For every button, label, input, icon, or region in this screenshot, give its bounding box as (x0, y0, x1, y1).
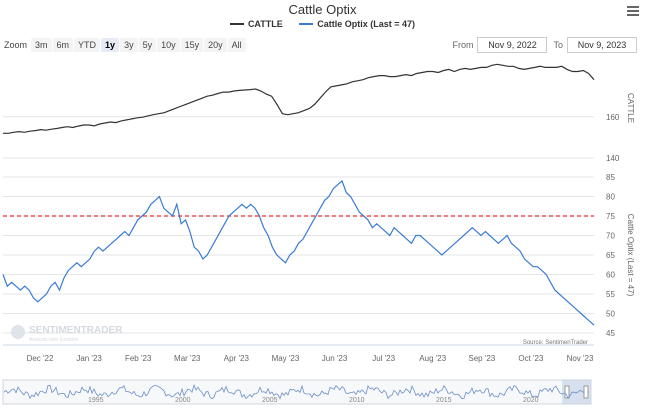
date-range: From Nov 9, 2022 To Nov 9, 2023 (452, 37, 637, 53)
cattle-optix-line (2, 179, 595, 326)
legend-swatch-optix (299, 23, 314, 25)
x-tick-label: Nov '23 (567, 354, 594, 363)
navigator-tick-label: 2015 (436, 397, 452, 404)
price-ytick-label: 140 (606, 154, 620, 163)
x-tick-label: Jul '23 (372, 354, 395, 363)
optix-ytick-label: 60 (606, 271, 615, 280)
legend-label-optix: Cattle Optix (Last = 47) (317, 19, 416, 29)
x-tick-label: Mar '23 (174, 354, 201, 363)
x-tick-label: Oct '23 (518, 354, 544, 363)
source-note: Source: SentimenTrader (523, 340, 588, 346)
watermark-tagline: Analysis over Emotion (29, 337, 79, 343)
x-tick-label: Sep '23 (468, 354, 495, 363)
zoom-15y-button[interactable]: 15y (180, 38, 204, 52)
legend-item-cattle[interactable]: CATTLE (229, 19, 283, 29)
legend: CATTLE Cattle Optix (Last = 47) (0, 17, 645, 29)
hamburger-menu-icon[interactable] (627, 4, 639, 18)
x-tick-label: Aug '23 (419, 354, 446, 363)
navigator-tick-label: 2005 (262, 397, 278, 404)
zoom-label: Zoom (4, 40, 28, 50)
legend-label-cattle: CATTLE (247, 19, 283, 29)
watermark: SENTIMENTRADER Analysis over Emotion (11, 325, 123, 343)
navigator-tick-label: 2010 (349, 397, 365, 404)
optix-ytick-label: 55 (606, 290, 615, 299)
optix-ylabel: Cattle Optix (Last = 47) (626, 214, 635, 297)
zoom-1y-button[interactable]: 1y (101, 38, 120, 52)
zoom-10y-button[interactable]: 10y (157, 38, 180, 52)
navigator-right-handle[interactable] (583, 385, 589, 399)
from-label: From (452, 40, 474, 50)
price-ylabel: CATTLE (626, 93, 635, 123)
x-tick-label: Jun '23 (322, 354, 348, 363)
watermark-logo-icon (11, 325, 25, 339)
zoom-3m-button[interactable]: 3m (31, 38, 52, 52)
navigator-left-handle[interactable] (564, 385, 570, 399)
from-date-input[interactable]: Nov 9, 2022 (477, 37, 548, 53)
navigator-tick-label: 1995 (88, 397, 104, 404)
x-tick-label: Apr '23 (224, 354, 250, 363)
optix-ytick-label: 65 (606, 251, 615, 260)
watermark-brand: SENTIMENTRADER (29, 325, 123, 336)
legend-swatch-cattle (229, 23, 244, 25)
navigator-tick-label: 2020 (523, 397, 539, 404)
cattle-price-line (3, 63, 595, 134)
zoom-6m-button[interactable]: 6m (52, 38, 74, 52)
zoom-3y-button[interactable]: 3y (120, 38, 138, 52)
zoom-controls: Zoom 3m 6m YTD 1y 3y 5y 10y 15y 20y All (4, 38, 247, 52)
optix-ytick-label: 80 (606, 193, 615, 202)
optix-ytick-label: 50 (606, 310, 615, 319)
zoom-5y-button[interactable]: 5y (138, 38, 157, 52)
navigator-series-line (3, 383, 585, 400)
optix-ytick-label: 70 (606, 232, 615, 241)
optix-ytick-label: 85 (606, 173, 615, 182)
to-label: To (553, 40, 563, 50)
zoom-20y-button[interactable]: 20y (204, 38, 227, 52)
x-tick-label: May '23 (272, 354, 300, 363)
x-tick-label: Dec '22 (27, 354, 54, 363)
zoom-all-button[interactable]: All (227, 38, 246, 52)
legend-item-optix[interactable]: Cattle Optix (Last = 47) (299, 19, 415, 29)
x-tick-label: Feb '23 (125, 354, 152, 363)
to-date-input[interactable]: Nov 9, 2023 (567, 37, 637, 53)
chart-title: Cattle Optix (288, 2, 357, 17)
optix-ytick-label: 45 (606, 329, 615, 338)
x-tick-label: Jan '23 (76, 354, 102, 363)
optix-ytick-label: 75 (606, 212, 615, 221)
navigator-tick-label: 2000 (175, 397, 191, 404)
zoom-ytd-button[interactable]: YTD (74, 38, 101, 52)
price-ytick-label: 160 (606, 113, 620, 122)
